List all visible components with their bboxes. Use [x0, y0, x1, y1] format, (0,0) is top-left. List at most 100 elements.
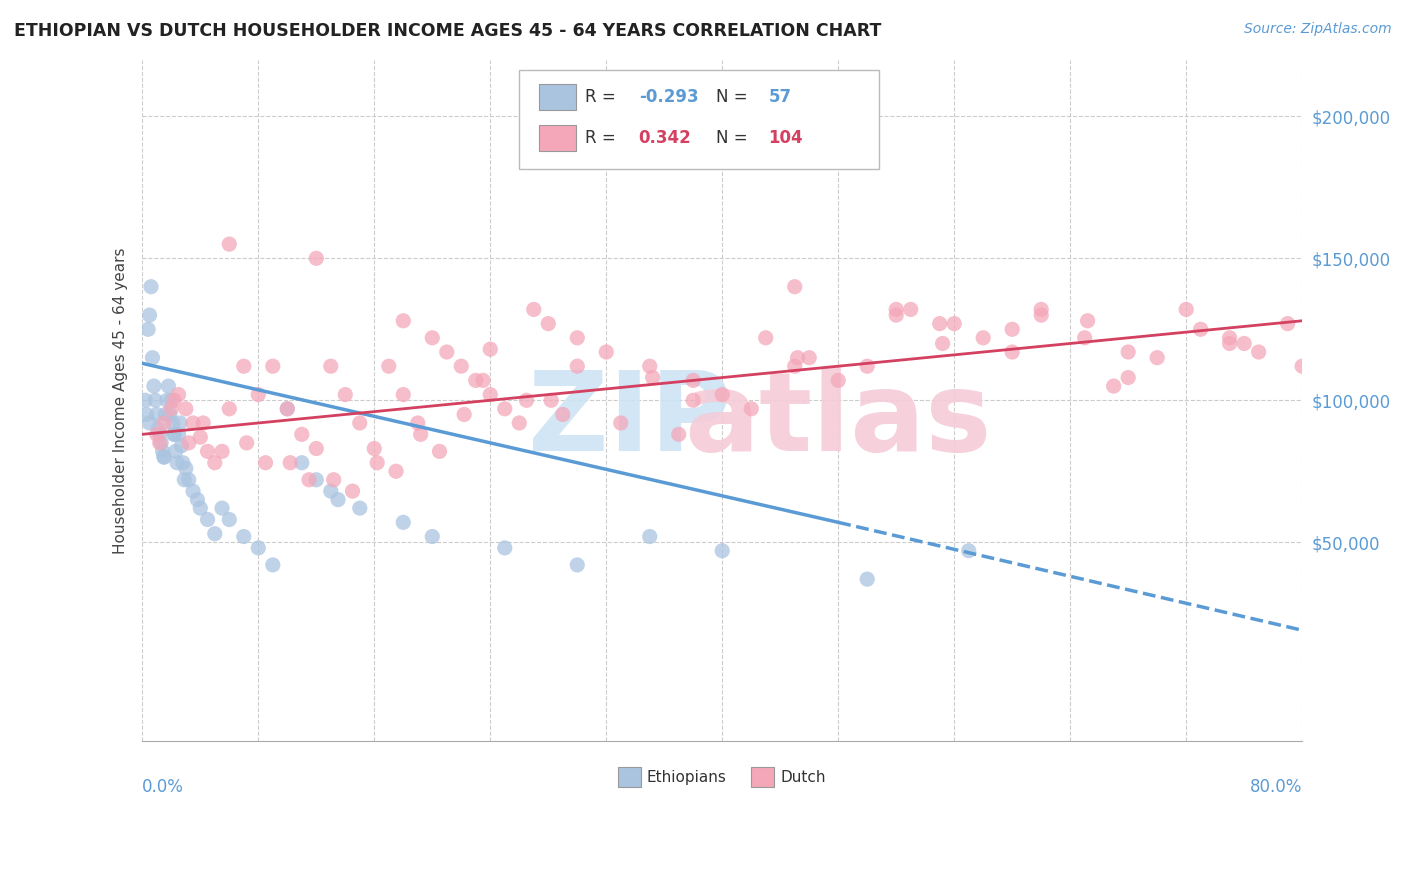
Point: [884, 302, 907, 317]
Point: [1291, 359, 1313, 374]
Point: [152, 444, 174, 458]
Point: [494, 401, 516, 416]
Point: [262, 359, 284, 374]
Point: [567, 558, 589, 572]
Point: [957, 543, 980, 558]
Point: [193, 416, 215, 430]
Text: 80.0%: 80.0%: [1250, 779, 1302, 797]
Point: [1247, 345, 1270, 359]
Point: [276, 401, 298, 416]
Text: Dutch: Dutch: [780, 770, 825, 785]
Point: [420, 530, 443, 544]
Point: [167, 387, 190, 401]
Point: [1116, 345, 1139, 359]
Point: [218, 401, 240, 416]
Point: [141, 351, 163, 365]
Point: [235, 435, 257, 450]
Point: [420, 331, 443, 345]
Point: [1031, 308, 1053, 322]
Point: [155, 408, 177, 422]
Bar: [751, 767, 775, 788]
Point: [197, 444, 219, 458]
Point: [494, 541, 516, 555]
Point: [1001, 322, 1024, 336]
Point: [174, 461, 197, 475]
Point: [943, 317, 966, 331]
Point: [278, 456, 301, 470]
Point: [159, 408, 181, 422]
Point: [319, 359, 342, 374]
Point: [165, 444, 187, 458]
Point: [188, 430, 211, 444]
Point: [291, 456, 314, 470]
Point: [595, 345, 617, 359]
Point: [429, 444, 451, 458]
Point: [884, 308, 907, 322]
Point: [1001, 345, 1024, 359]
Point: [149, 435, 172, 450]
Point: [783, 359, 806, 374]
FancyBboxPatch shape: [519, 70, 879, 169]
Point: [349, 416, 371, 430]
Point: [173, 473, 195, 487]
Point: [378, 359, 401, 374]
Point: [464, 373, 486, 387]
Point: [682, 373, 704, 387]
Point: [1277, 317, 1299, 331]
Point: [479, 342, 502, 356]
Point: [291, 427, 314, 442]
Point: [163, 393, 186, 408]
Point: [1175, 302, 1198, 317]
Point: [1219, 331, 1241, 345]
Point: [740, 401, 762, 416]
Point: [928, 317, 950, 331]
Point: [153, 450, 176, 464]
Point: [153, 450, 176, 464]
Point: [342, 484, 364, 499]
Point: [211, 501, 233, 516]
Point: [366, 456, 388, 470]
Point: [609, 416, 631, 430]
Bar: [538, 125, 576, 151]
Point: [153, 416, 176, 430]
Text: Source: ZipAtlas.com: Source: ZipAtlas.com: [1244, 22, 1392, 37]
Bar: [538, 84, 576, 110]
Point: [254, 456, 277, 470]
Point: [540, 393, 562, 408]
Point: [218, 237, 240, 252]
Text: R =: R =: [585, 129, 621, 147]
Text: Ethiopians: Ethiopians: [647, 770, 727, 785]
Point: [160, 401, 183, 416]
Point: [211, 444, 233, 458]
Point: [783, 279, 806, 293]
Point: [406, 416, 429, 430]
Point: [166, 456, 188, 470]
Point: [276, 401, 298, 416]
Point: [322, 473, 344, 487]
Point: [148, 422, 170, 436]
Text: ETHIOPIAN VS DUTCH HOUSEHOLDER INCOME AGES 45 - 64 YEARS CORRELATION CHART: ETHIOPIAN VS DUTCH HOUSEHOLDER INCOME AG…: [14, 22, 882, 40]
Point: [856, 572, 879, 586]
Text: 0.0%: 0.0%: [142, 779, 184, 797]
Point: [641, 370, 664, 384]
Point: [138, 416, 160, 430]
Point: [1031, 302, 1053, 317]
Point: [136, 322, 159, 336]
Point: [305, 442, 328, 456]
Point: [319, 484, 342, 499]
Point: [162, 416, 184, 430]
Point: [160, 393, 183, 408]
Text: -0.293: -0.293: [638, 88, 699, 106]
Point: [1077, 314, 1099, 328]
Point: [567, 331, 589, 345]
Point: [450, 359, 472, 374]
Point: [172, 456, 194, 470]
Point: [157, 379, 180, 393]
Point: [682, 393, 704, 408]
Point: [523, 302, 546, 317]
Point: [170, 439, 193, 453]
Point: [298, 473, 321, 487]
Point: [551, 408, 574, 422]
Y-axis label: Householder Income Ages 45 - 64 years: Householder Income Ages 45 - 64 years: [114, 247, 128, 554]
Point: [1102, 379, 1125, 393]
